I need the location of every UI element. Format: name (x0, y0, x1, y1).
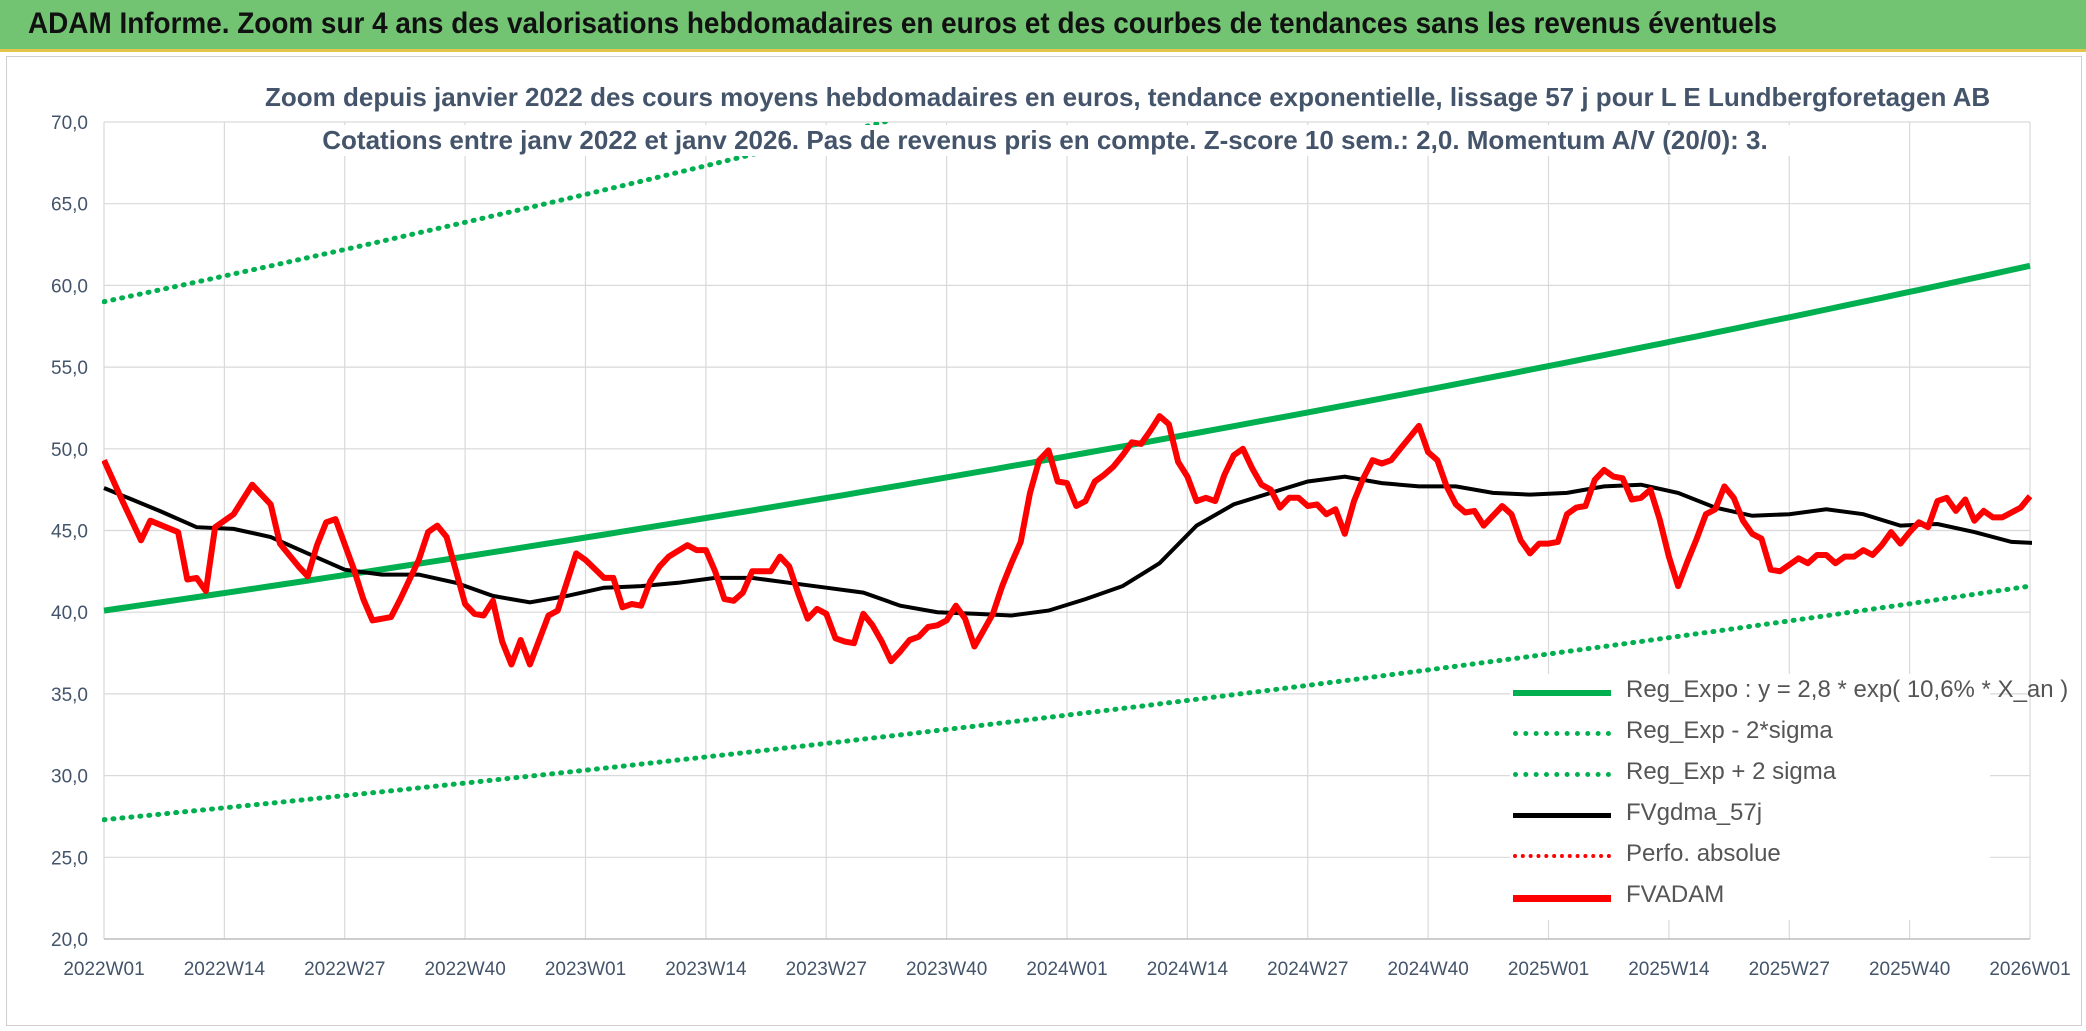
legend-item-reg-exp-plus: Reg_Exp + 2 sigma (1510, 756, 1990, 797)
legend-item-reg-exp-minus: Reg_Exp - 2*sigma (1510, 715, 1990, 756)
legend-swatch-fvgdma (1513, 813, 1611, 818)
legend-label-reg-exp-minus: Reg_Exp - 2*sigma (1626, 717, 1833, 744)
chart-title: Zoom depuis janvier 2022 des cours moyen… (265, 82, 1991, 113)
legend-swatch-reg-exp-plus (1513, 772, 1611, 777)
legend-swatch-reg-exp-minus (1513, 731, 1611, 736)
y-tick-label: 60,0 (51, 276, 88, 297)
legend-label-reg-exp-plus: Reg_Exp + 2 sigma (1626, 758, 1837, 785)
y-tick-label: 55,0 (51, 358, 88, 379)
grid-lines (103, 121, 2031, 940)
x-tick-label: 2023W14 (665, 959, 747, 980)
legend-item-perfo: Perfo. absolue (1510, 838, 1990, 879)
chart-legend: Reg_Expo : y = 2,8 * exp( 10,6% * X_an )… (1510, 674, 2068, 920)
x-tick-label: 2023W01 (545, 959, 626, 980)
report-banner: ADAM Informe. Zoom sur 4 ans des valoris… (0, 0, 2086, 52)
y-tick-label: 65,0 (51, 195, 88, 216)
legend-item-fvadam: FVADAM (1510, 879, 1990, 920)
x-tick-label: 2024W14 (1147, 959, 1229, 980)
chart-frame (6, 56, 2082, 1026)
x-tick-label: 2024W40 (1387, 959, 1468, 980)
y-tick-label: 70,0 (51, 113, 88, 134)
y-tick-label: 25,0 (51, 848, 88, 869)
x-tick-label: 2024W27 (1267, 959, 1348, 980)
legend-label-reg-expo: Reg_Expo : y = 2,8 * exp( 10,6% * X_an ) (1626, 676, 2069, 703)
x-tick-label: 2024W01 (1026, 959, 1107, 980)
x-tick-label: 2022W01 (63, 959, 144, 980)
y-tick-label: 20,0 (51, 930, 88, 951)
x-tick-label: 2022W27 (304, 959, 385, 980)
y-tick-label: 50,0 (51, 440, 88, 461)
y-tick-label: 30,0 (51, 767, 88, 788)
x-tick-label: 2026W01 (1989, 959, 2070, 980)
legend-label-fvgdma: FVgdma_57j (1626, 799, 1763, 826)
legend-item-reg-expo: Reg_Expo : y = 2,8 * exp( 10,6% * X_an ) (1510, 674, 2068, 715)
x-tick-label: 2023W40 (906, 959, 987, 980)
x-tick-label: 2022W14 (184, 959, 266, 980)
y-tick-label: 45,0 (51, 522, 88, 543)
legend-swatch-perfo (1513, 854, 1611, 858)
x-tick-label: 2025W40 (1869, 959, 1950, 980)
report-title: ADAM Informe. Zoom sur 4 ans des valoris… (28, 7, 1777, 40)
legend-label-perfo: Perfo. absolue (1626, 840, 1781, 867)
legend-label-fvadam: FVADAM (1626, 881, 1725, 908)
y-tick-label: 40,0 (51, 603, 88, 624)
series-line-1 (102, 583, 2032, 823)
series-line-0 (103, 262, 2031, 614)
legend-swatch-reg-expo (1513, 690, 1611, 696)
x-tick-label: 2025W14 (1628, 959, 1710, 980)
series-line-5 (102, 413, 2032, 668)
x-axis-tick-labels: 2022W01 2022W14 2022W27 2022W40 2023W01 2023W… (63, 959, 2070, 980)
chart-subtitle: Cotations entre janv 2022 et janv 2026. … (265, 125, 1825, 156)
x-tick-label: 2022W40 (424, 959, 505, 980)
y-axis-tick-labels: 20,0 25,0 30,0 35,0 40,0 45,0 50,0 55,0 60,0 65,0… (51, 113, 88, 951)
x-tick-label: 2023W27 (786, 959, 867, 980)
legend-swatch-fvadam (1513, 895, 1611, 902)
y-tick-label: 35,0 (51, 685, 88, 706)
x-tick-label: 2025W27 (1749, 959, 1830, 980)
x-tick-label: 2025W01 (1508, 959, 1589, 980)
series-lines (102, 122, 2032, 823)
legend-item-fvgdma: FVgdma_57j (1510, 797, 1990, 838)
